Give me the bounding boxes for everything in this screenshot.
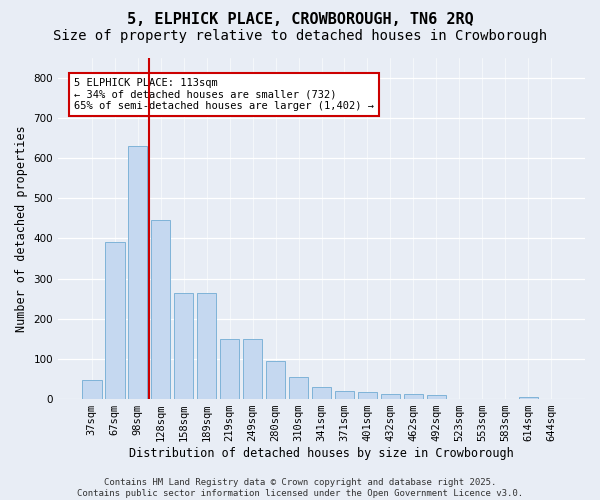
Bar — [220, 339, 239, 399]
Bar — [151, 220, 170, 399]
Text: Contains HM Land Registry data © Crown copyright and database right 2025.
Contai: Contains HM Land Registry data © Crown c… — [77, 478, 523, 498]
Bar — [380, 394, 400, 399]
Bar — [427, 395, 446, 399]
X-axis label: Distribution of detached houses by size in Crowborough: Distribution of detached houses by size … — [129, 447, 514, 460]
Bar — [105, 242, 125, 399]
Bar — [128, 146, 148, 399]
Bar — [335, 391, 354, 399]
Bar — [312, 387, 331, 399]
Bar — [404, 394, 423, 399]
Bar — [289, 377, 308, 399]
Bar — [358, 392, 377, 399]
Bar — [266, 361, 286, 399]
Bar — [174, 292, 193, 399]
Bar — [82, 380, 101, 399]
Bar — [243, 339, 262, 399]
Bar — [518, 397, 538, 399]
Bar — [197, 292, 217, 399]
Y-axis label: Number of detached properties: Number of detached properties — [15, 125, 28, 332]
Text: 5, ELPHICK PLACE, CROWBOROUGH, TN6 2RQ: 5, ELPHICK PLACE, CROWBOROUGH, TN6 2RQ — [127, 12, 473, 28]
Text: 5 ELPHICK PLACE: 113sqm
← 34% of detached houses are smaller (732)
65% of semi-d: 5 ELPHICK PLACE: 113sqm ← 34% of detache… — [74, 78, 374, 111]
Text: Size of property relative to detached houses in Crowborough: Size of property relative to detached ho… — [53, 29, 547, 43]
